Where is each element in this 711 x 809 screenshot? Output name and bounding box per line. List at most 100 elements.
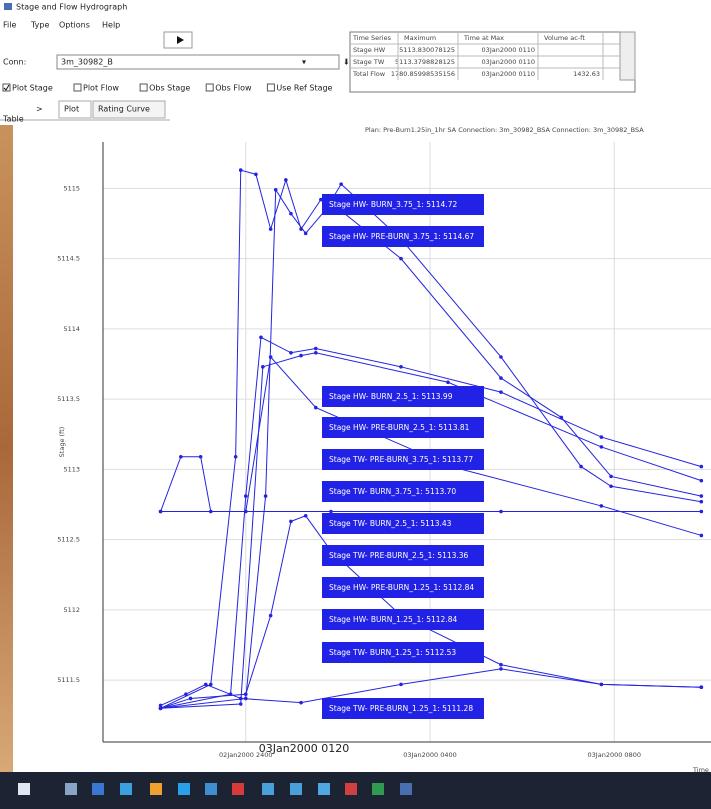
series-point <box>261 365 265 369</box>
menu-item[interactable]: File <box>3 21 16 30</box>
annotation: Stage HW- PRE-BURN_3.75_1: 5114.67 <box>329 232 474 241</box>
checkbox[interactable] <box>206 84 213 91</box>
y-tick-label: 5111.5 <box>57 676 80 684</box>
series-point <box>259 336 263 340</box>
taskbar-icon[interactable] <box>318 783 330 795</box>
series-point <box>314 406 318 410</box>
series-point <box>314 351 318 355</box>
checkbox-label[interactable]: Use Ref Stage <box>276 84 332 93</box>
x-axis-label: Time <box>692 766 709 774</box>
table-header: Volume ac-ft <box>544 34 585 42</box>
series-point <box>700 479 704 483</box>
taskbar-icon[interactable] <box>92 783 104 795</box>
table-cell: 1780.85998535156 <box>391 70 455 78</box>
annotation: Stage HW- PRE-BURN_2.5_1: 5113.81 <box>329 423 470 432</box>
series-point <box>399 365 403 369</box>
conn-value: 3m_30982_B <box>61 58 113 67</box>
series-point <box>700 500 704 504</box>
start-button[interactable] <box>18 783 30 795</box>
series-point <box>199 455 203 459</box>
checkbox[interactable] <box>74 84 81 91</box>
annotation: Stage TW- PRE-BURN_1.25_1: 5111.28 <box>329 704 473 713</box>
desktop-strip <box>0 125 13 772</box>
screen: Stage and Flow Hydrograph Conn: 3m_30982… <box>0 0 711 809</box>
table-cell: Total Flow <box>352 70 386 78</box>
series-point <box>609 475 613 479</box>
y-tick-label: 5113 <box>63 465 80 473</box>
table-cell: 5113.3798828125 <box>395 58 455 66</box>
taskbar-icon[interactable] <box>178 783 190 795</box>
series-point <box>254 173 258 177</box>
series-point <box>244 692 248 696</box>
taskbar-icon[interactable] <box>150 783 162 795</box>
series-point <box>234 455 238 459</box>
taskbar-icon[interactable] <box>120 783 132 795</box>
series-point <box>499 355 503 359</box>
checkbox[interactable] <box>267 84 274 91</box>
taskbar-icon[interactable] <box>65 783 77 795</box>
menu-item[interactable]: Type <box>30 21 49 30</box>
checkbox-label[interactable]: Obs Flow <box>215 84 252 93</box>
x-tick-label: 03Jan2000 0800 <box>588 751 641 759</box>
table-header: Time at Max <box>463 34 504 42</box>
down-button[interactable]: ⬇ <box>343 58 350 67</box>
table-header: Time Series <box>352 34 392 42</box>
series-point <box>239 697 243 701</box>
table-cell: 5113.830078125 <box>399 46 455 54</box>
taskbar-icon[interactable] <box>400 783 412 795</box>
series-point <box>600 435 604 439</box>
series-point <box>600 504 604 508</box>
annotation: Stage TW- PRE-BURN_3.75_1: 5113.77 <box>329 455 473 464</box>
series-point <box>299 701 303 705</box>
taskbar-icon[interactable] <box>205 783 217 795</box>
menu-item[interactable]: Help <box>102 21 120 30</box>
annotation: Stage HW- BURN_3.75_1: 5114.72 <box>329 200 457 209</box>
series-point <box>579 465 583 469</box>
taskbar-icon[interactable] <box>262 783 274 795</box>
checkbox[interactable] <box>140 84 147 91</box>
series-point <box>289 351 293 355</box>
table-cell: Stage TW <box>353 58 385 66</box>
series-point <box>239 168 243 172</box>
series-point <box>600 445 604 449</box>
annotation: Stage HW- BURN_1.25_1: 5112.84 <box>329 615 457 624</box>
table-cell: 03Jan2000 0110 <box>482 58 535 66</box>
series-point <box>244 494 248 498</box>
series-point <box>600 683 604 687</box>
series-point <box>499 667 503 671</box>
table-cell: Stage HW <box>353 46 386 54</box>
series-point <box>289 212 293 216</box>
checkbox-label[interactable]: Plot Stage <box>12 84 53 93</box>
table-cell: 03Jan2000 0110 <box>482 70 535 78</box>
taskbar-icon[interactable] <box>345 783 357 795</box>
series-point <box>700 685 704 689</box>
series-point <box>329 510 333 514</box>
app-icon <box>4 3 12 10</box>
tab-label[interactable]: Rating Curve <box>98 105 150 114</box>
table-cell: 1432.63 <box>573 70 600 78</box>
menu-item[interactable]: Options <box>59 21 90 30</box>
series-point <box>209 510 213 514</box>
series-point <box>269 227 273 231</box>
side-tab[interactable]: Table <box>2 115 24 124</box>
series-point <box>339 182 343 186</box>
checkbox-label[interactable]: Obs Stage <box>149 84 190 93</box>
y-tick-label: 5113.5 <box>57 395 80 403</box>
series-point <box>189 697 193 701</box>
dropdown-arrow: ▾ <box>302 58 306 67</box>
tab-label[interactable]: Plot <box>64 105 79 114</box>
cursor-label: 03Jan2000 0120 <box>259 742 349 755</box>
series-point <box>274 188 278 192</box>
series-point <box>299 354 303 358</box>
scrollbar <box>620 32 635 80</box>
series-point <box>399 257 403 261</box>
taskbar-icon[interactable] <box>372 783 384 795</box>
taskbar-icon[interactable] <box>290 783 302 795</box>
tab-label[interactable]: > <box>36 105 43 114</box>
checkbox-label[interactable]: Plot Flow <box>83 84 119 93</box>
annotation: Stage HW- PRE-BURN_1.25_1: 5112.84 <box>329 583 474 592</box>
taskbar-icon[interactable] <box>232 783 244 795</box>
x-tick-label: 03Jan2000 0400 <box>403 751 456 759</box>
annotation: Stage TW- PRE-BURN_2.5_1: 5113.36 <box>329 551 469 560</box>
table-header: Maximum <box>404 34 436 42</box>
